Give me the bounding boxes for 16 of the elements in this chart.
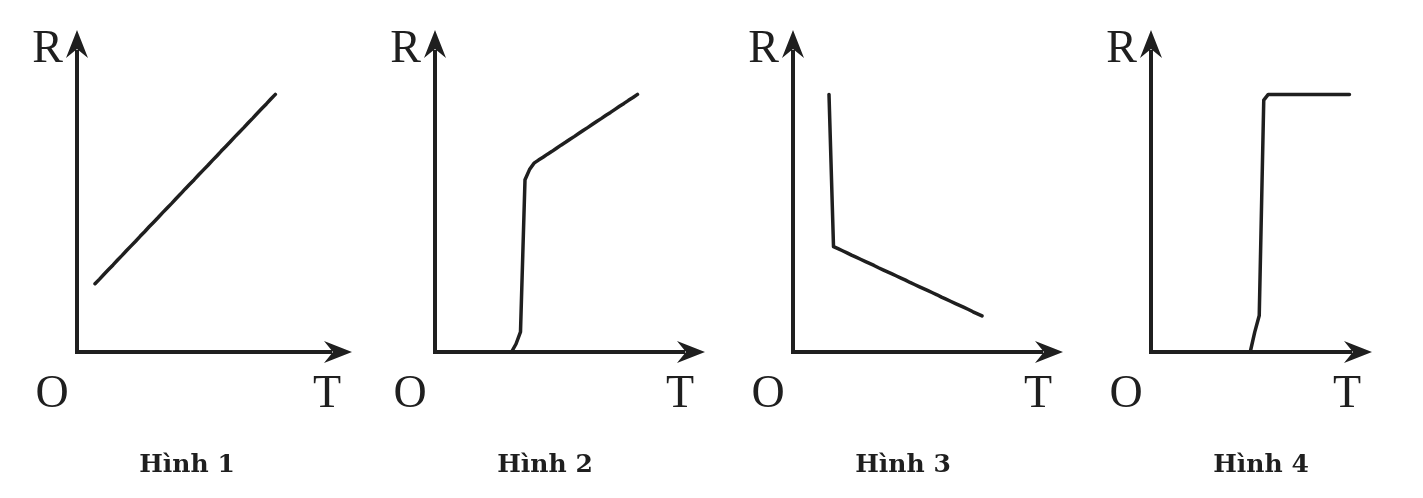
text: O	[35, 366, 69, 417]
text: Hình 2	[497, 449, 593, 478]
x-axis-title: T	[1332, 366, 1362, 417]
text: O	[751, 366, 785, 417]
y-axis-title: R	[390, 21, 422, 72]
y-axis-title: R	[748, 21, 780, 72]
text: Hình 3	[855, 449, 951, 478]
x-axis-title: T	[1023, 366, 1053, 417]
y-axis-title: R	[32, 21, 64, 72]
x-axis-title: T	[312, 366, 342, 417]
text: Hình 1	[139, 449, 235, 478]
y-axis-title: R	[1106, 21, 1138, 72]
text: O	[1109, 366, 1143, 417]
x-axis-title: T	[665, 366, 695, 417]
text: O	[393, 366, 427, 417]
text: Hình 4	[1213, 449, 1309, 478]
